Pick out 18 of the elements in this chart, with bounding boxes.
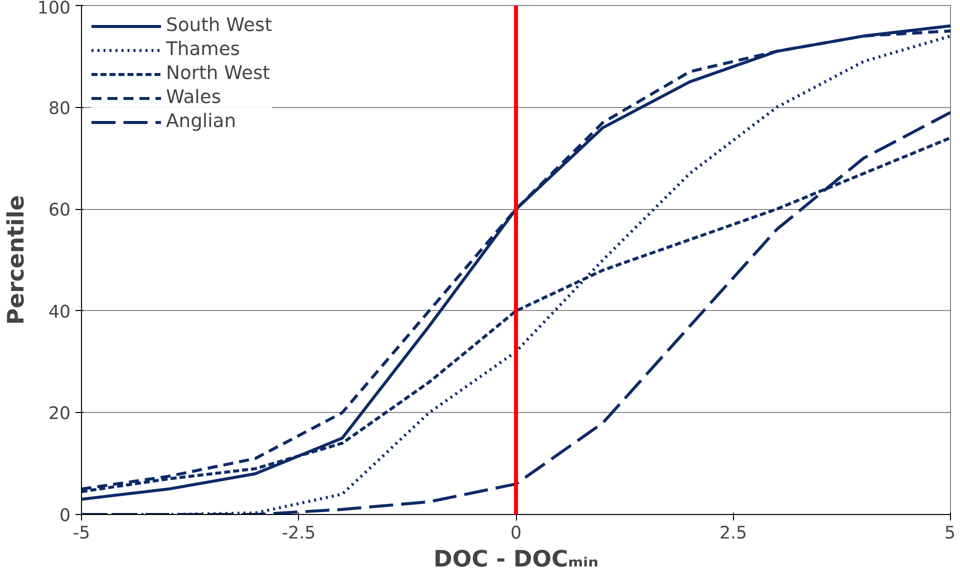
x-tick-label: -5: [72, 524, 90, 544]
y-tick-label: 100: [37, 0, 71, 18]
y-tick-label: 80: [48, 98, 71, 119]
legend-label: Thames: [166, 39, 240, 60]
x-tick-label: 2.5: [719, 524, 748, 544]
x-tick-label: 5: [944, 524, 956, 544]
y-axis-title: Percentile: [3, 195, 30, 325]
legend-label: North West: [166, 63, 270, 84]
y-tick-label: 0: [59, 506, 71, 526]
legend-label: Anglian: [166, 111, 236, 132]
y-tick-label: 40: [48, 302, 71, 322]
legend-label: South West: [166, 15, 272, 36]
x-axis-title: DOC - DOCₘᵢₙ: [434, 546, 598, 572]
legend-label: Wales: [166, 87, 222, 108]
x-tick-label: 0: [510, 524, 522, 544]
y-tick-label: 60: [48, 200, 71, 221]
x-tick-label: -2.5: [282, 524, 316, 544]
y-tick-label: 20: [48, 404, 71, 424]
